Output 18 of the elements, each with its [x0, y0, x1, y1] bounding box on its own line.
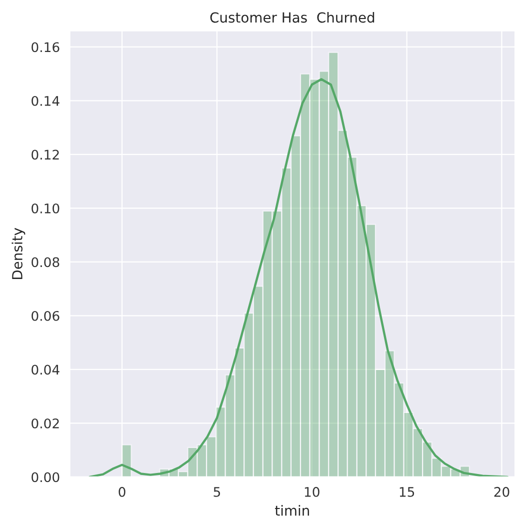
x-axis-title: timin: [275, 505, 309, 516]
y-tick-label: 0.06: [32, 310, 60, 321]
y-tick-label: 0.00: [32, 472, 60, 482]
y-tick-label: 0.12: [32, 150, 59, 160]
x-tick-label: 5: [214, 487, 220, 497]
chart-title: Customer Has Churned: [210, 12, 374, 23]
y-tick-label: 0.08: [32, 257, 60, 268]
y-tick-label: 0.10: [32, 203, 60, 214]
y-tick-label: 0.04: [32, 364, 60, 375]
x-tick-label: 15: [400, 487, 414, 497]
line-series: [88, 78, 509, 477]
x-tick-label: 10: [304, 486, 320, 497]
y-axis-title: Density: [12, 228, 26, 279]
y-tick-label: 0.02: [32, 418, 59, 428]
y-tick-label: 0.16: [32, 42, 60, 52]
x-tick-label: 20: [494, 486, 510, 497]
x-tick-label: 0: [118, 486, 126, 497]
y-tick-label: 0.14: [32, 96, 60, 106]
